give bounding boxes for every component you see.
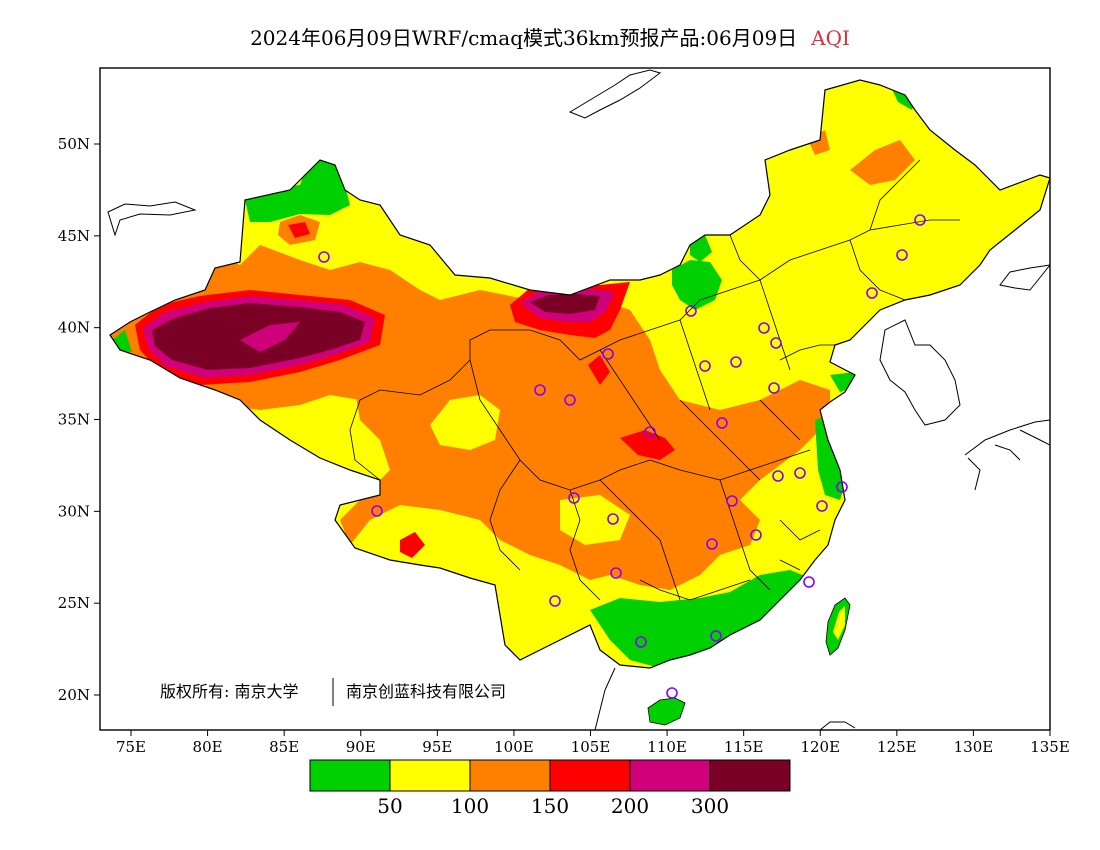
station-marker [866,287,878,299]
lon-tick-label: 110E [647,738,687,756]
station-marker [803,576,815,588]
hainan-island [647,697,686,726]
station-marker [768,382,780,394]
aqi-moderate-island-2 [560,495,630,545]
station-marker [836,481,848,493]
station-marker [549,595,561,607]
station-marker [699,360,711,372]
station-marker [914,214,926,226]
lon-tick-label: 125E [877,738,917,756]
station-marker [758,322,770,334]
aqi-unhealthy-xj-north [288,222,310,238]
aqi-sensitive-northeast [850,140,915,185]
lake-baikal-outline [568,69,662,119]
legend-swatch [709,759,791,792]
company-text: 南京创蓝科技有限公司 [346,682,506,701]
station-marker [371,505,383,517]
station-marker [750,529,762,541]
lat-tick-label: 50N [58,135,90,153]
balkhash-outline [107,201,197,237]
lon-tick-label: 100E [494,738,534,756]
station-marker [706,538,718,550]
taiwan-moderate [833,606,845,640]
japan-hokkaido-outline [999,264,1050,291]
copyright-text: 版权所有: 南京大学 [160,682,298,701]
legend-swatch [549,759,631,792]
aqi-sensitive-central [340,290,830,590]
lon-tick-label: 120E [800,738,840,756]
japan-honshu-outline [964,419,1050,491]
station-marker [602,348,614,360]
station-marker [710,630,722,642]
station-marker [770,337,782,349]
aqi-unhealthy-shaanxi [588,355,610,385]
station-marker [772,470,784,482]
station-marker [896,249,908,261]
aqi-legend: 50 100 150 200 300 [309,759,791,818]
lat-tick-label: 45N [58,227,90,245]
legend-label: 300 [691,794,729,818]
lat-tick-label: 40N [58,319,90,337]
lon-tick-label: 75E [116,738,146,756]
legend-label: 200 [611,794,649,818]
korea-peninsula-outline [879,319,961,426]
station-marker [564,394,576,406]
southeast-asia-outline [594,667,856,730]
aqi-hazardous-alxa [530,294,600,314]
lon-tick-label: 95E [422,738,452,756]
lon-tick-label: 80E [193,738,223,756]
lon-tick-label: 135E [1030,738,1070,756]
legend-swatch [629,759,711,792]
legend-label: 100 [451,794,489,818]
aqi-moderate-island [430,395,500,450]
lat-tick-label: 35N [58,411,90,429]
title-main: 2024年06月09日WRF/cmaq模式36km预报产品:06月09日 [250,26,798,50]
lat-tick-label: 25N [58,594,90,612]
province-borders [349,159,960,601]
station-marker [666,687,678,699]
station-marker [685,305,697,317]
lon-tick-label: 130E [954,738,994,756]
aqi-very-unhealthy-inner [240,322,300,352]
aqi-good-xj-north [245,160,350,222]
legend-swatch [389,759,471,792]
station-marker [568,492,580,504]
lon-tick-label: 115E [724,738,764,756]
aqi-sensitive-northeast-2 [808,130,830,155]
station-marker [726,495,738,507]
legend-label: 150 [531,794,569,818]
station-marker [534,384,546,396]
aqi-good-inner-mongolia [672,260,722,310]
longitude-axis: 75E 80E 85E 90E 95E 100E 105E 110E 115E 120E 125E 1… [116,730,1070,756]
lon-tick-label: 105E [571,738,611,756]
legend-swatch [469,759,551,792]
station-marker [318,251,330,263]
station-marker [635,636,647,648]
station-marker [730,356,742,368]
lon-tick-label: 90E [346,738,376,756]
aqi-unhealthy-hubei [620,430,675,460]
station-marker [794,467,806,479]
aqi-unhealthy-tibet-south [400,532,425,558]
lat-tick-label: 20N [58,686,90,704]
lat-tick-label: 30N [58,502,90,520]
title-product: AQI [811,26,850,50]
station-marker [610,567,622,579]
legend-swatch [309,759,391,792]
station-markers [318,214,926,699]
station-marker [716,417,728,429]
map-title: 2024年06月09日WRF/cmaq模式36km预报产品:06月09日 AQI [0,22,1100,51]
legend-label: 50 [377,794,402,818]
station-marker [816,500,828,512]
lon-tick-label: 85E [269,738,299,756]
station-marker [607,513,619,525]
latitude-axis: 50N 45N 40N 35N 30N 25N 20N [58,135,100,704]
station-marker [644,426,656,438]
